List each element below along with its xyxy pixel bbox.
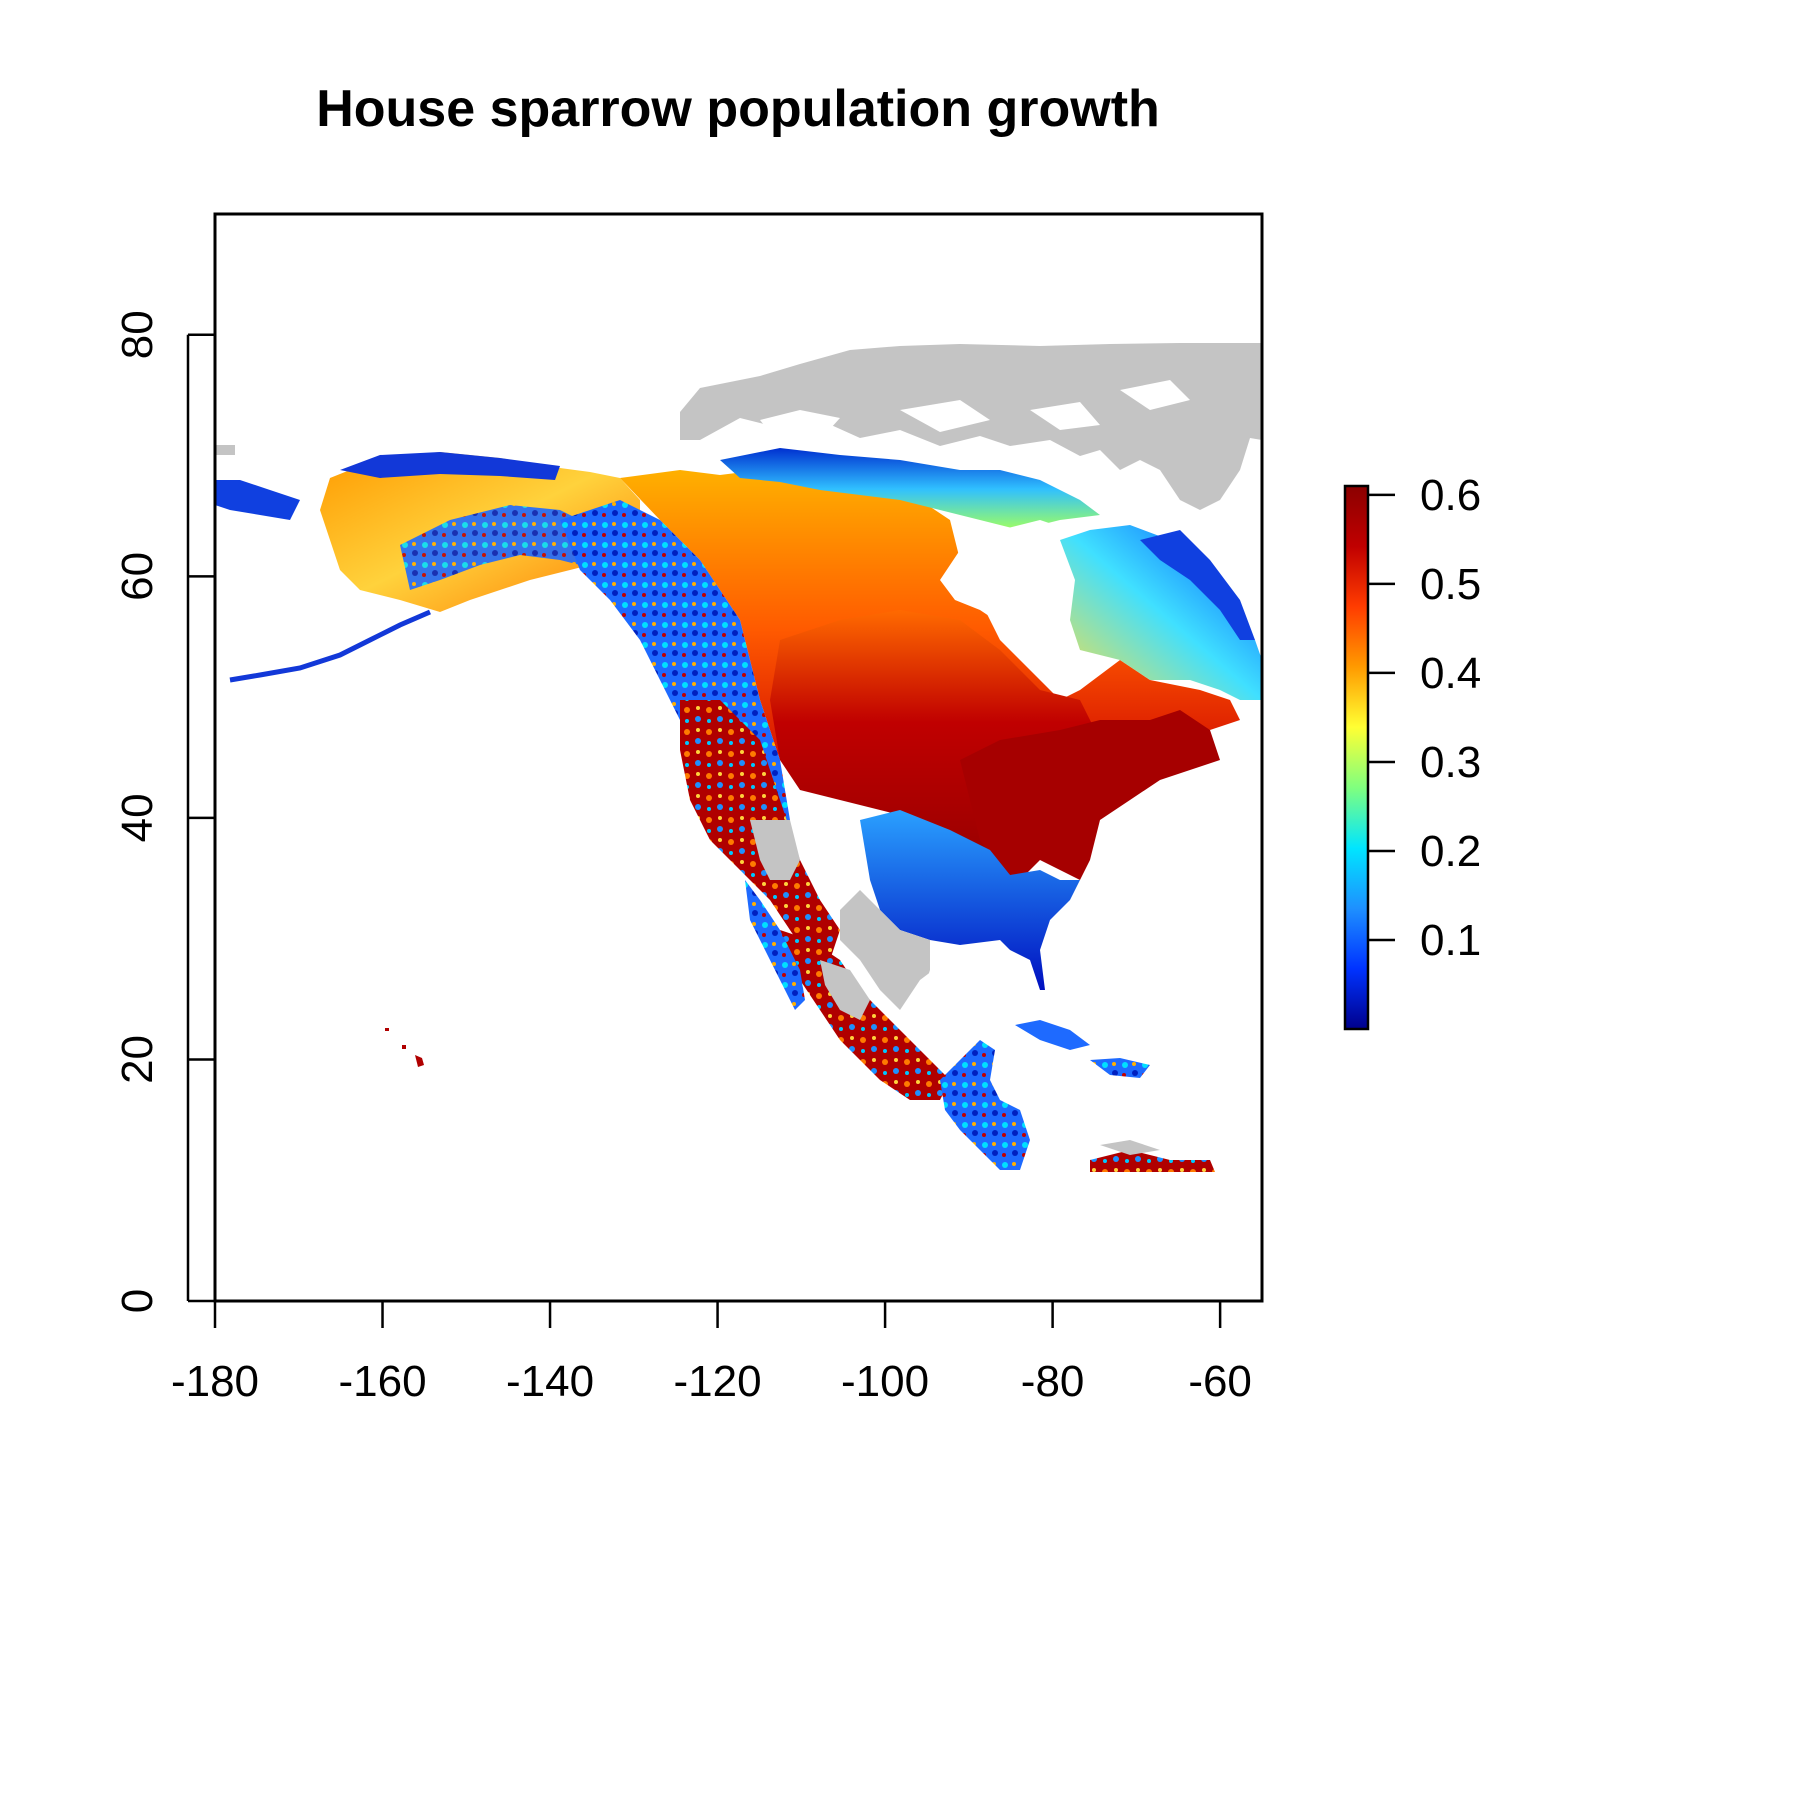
legend-tick-label: 0.2 (1420, 827, 1481, 876)
region-quebec-labrador (1060, 525, 1262, 700)
x-tick-label: -100 (841, 1357, 929, 1406)
legend-tick-label: 0.1 (1420, 916, 1481, 965)
region-cuba (1015, 1020, 1090, 1050)
region-gulf-of-mexico (900, 945, 1040, 1040)
region-hawaii (385, 1028, 424, 1067)
region-mexico-gray (820, 960, 870, 1020)
region-arctic-gaps (760, 380, 1190, 445)
region-baja (745, 880, 805, 1010)
y-tick-label: 0 (113, 1289, 162, 1313)
x-tick-label: -160 (338, 1357, 426, 1406)
region-hispaniola (1090, 1058, 1150, 1078)
x-tick-label: -80 (1021, 1357, 1085, 1406)
region-alaska-north-coast (340, 452, 560, 480)
region-central-america (940, 1040, 1030, 1170)
region-hudson-bay (940, 520, 1080, 670)
legend-tick-label: 0.6 (1420, 471, 1481, 520)
region-texas-no-data (840, 890, 930, 1010)
region-alaska-west-coast (215, 480, 300, 520)
region-aleutians (229, 609, 431, 683)
color-legend: 0.1 0.2 0.3 0.4 0.5 0.6 (1343, 471, 1481, 1031)
legend-color-bar (1343, 484, 1370, 1031)
region-southeast-us (860, 810, 1080, 990)
chart-title: House sparrow population growth (316, 80, 1160, 138)
y-tick-label: 40 (113, 793, 162, 842)
y-axis: 0 20 40 60 80 (113, 310, 215, 1313)
legend-ticks: 0.1 0.2 0.3 0.4 0.5 0.6 (1368, 471, 1481, 965)
y-tick-label: 60 (113, 552, 162, 601)
x-axis: -180 -160 -140 -120 -100 -80 -60 (171, 1299, 1252, 1406)
x-tick-label: -60 (1188, 1357, 1252, 1406)
region-quebec-north-coast (1140, 530, 1255, 640)
region-canada-north-band (720, 448, 1100, 530)
region-arctic-archipelago (680, 343, 1262, 510)
region-venezuela-coast (1090, 1150, 1215, 1172)
region-eastern-us (960, 710, 1220, 880)
y-tick-label: 80 (113, 310, 162, 359)
region-great-basin-gray (750, 820, 800, 880)
region-south-america-gray (1100, 1140, 1160, 1155)
x-tick-label: -180 (171, 1357, 259, 1406)
x-tick-label: -120 (674, 1357, 762, 1406)
map-raster (215, 343, 1262, 1172)
y-tick-label: 20 (113, 1035, 162, 1084)
x-tick-label: -140 (506, 1357, 594, 1406)
legend-tick-label: 0.4 (1420, 649, 1481, 698)
legend-tick-label: 0.5 (1420, 560, 1481, 609)
region-yukon-gray-patch (215, 445, 235, 455)
legend-tick-label: 0.3 (1420, 738, 1481, 787)
